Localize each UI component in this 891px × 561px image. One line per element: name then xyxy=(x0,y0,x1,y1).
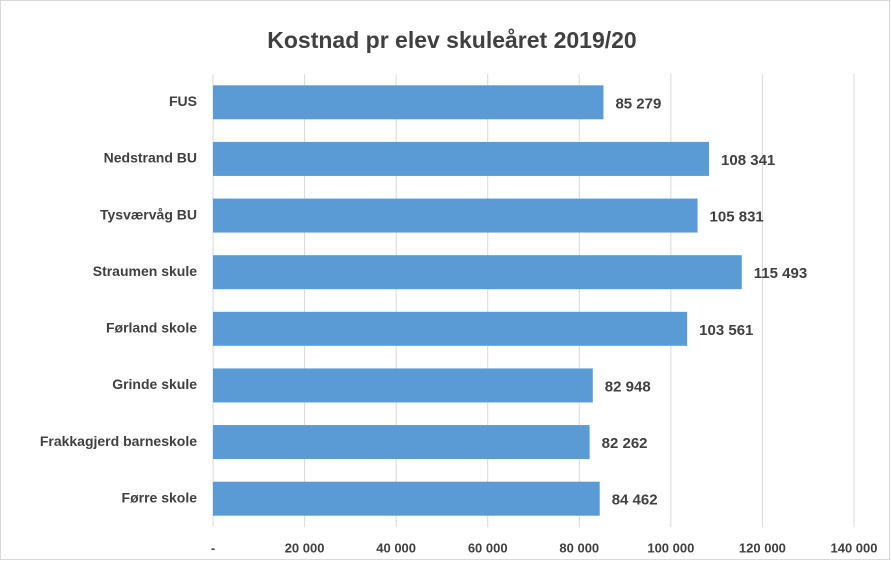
data-label: 82 262 xyxy=(602,435,648,452)
x-tick-label: 120 000 xyxy=(739,540,786,555)
x-tick-label: - xyxy=(211,540,215,555)
data-label: 85 279 xyxy=(615,95,661,112)
data-label: 82 948 xyxy=(605,378,651,395)
bar xyxy=(213,368,593,403)
data-label: 108 341 xyxy=(721,152,775,169)
bar xyxy=(213,311,688,346)
bar xyxy=(213,425,590,460)
y-tick-label: Førland skole xyxy=(106,320,197,336)
x-tick-label: 80 000 xyxy=(559,540,599,555)
y-tick-label: Straumen skule xyxy=(93,263,197,279)
bar xyxy=(213,141,710,176)
x-tick-label: 140 000 xyxy=(831,540,878,555)
bar xyxy=(213,255,742,290)
bar xyxy=(213,198,698,233)
data-label: 103 561 xyxy=(699,322,753,339)
data-label: 84 462 xyxy=(612,492,658,509)
bar xyxy=(213,481,600,516)
y-tick-label: Nedstrand BU xyxy=(104,150,197,166)
y-tick-label: Grinde skule xyxy=(112,376,197,392)
y-tick-label: Frakkagjerd barneskole xyxy=(40,433,197,449)
data-label: 115 493 xyxy=(754,265,807,282)
data-label: 105 831 xyxy=(710,209,764,226)
x-tick-label: 60 000 xyxy=(468,540,508,555)
x-tick-label: 20 000 xyxy=(285,540,325,555)
bar xyxy=(213,85,604,120)
x-tick-label: 100 000 xyxy=(647,540,694,555)
y-tick-label: Førre skole xyxy=(122,489,198,505)
y-tick-label: Tysværvåg BU xyxy=(100,206,197,222)
chart-title: Kostnad pr elev skuleåret 2019/20 xyxy=(267,27,636,53)
x-tick-label: 40 000 xyxy=(376,540,416,555)
y-tick-label: FUS xyxy=(169,93,197,109)
